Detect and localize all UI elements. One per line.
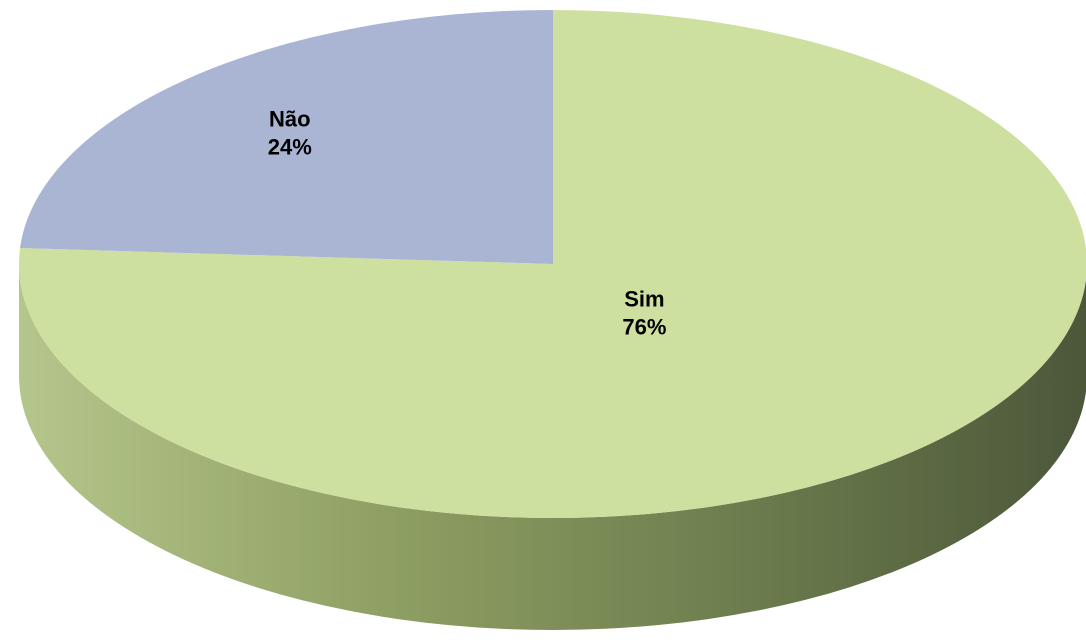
slice-labels: Sim 76% Não 24%: [268, 107, 667, 340]
pie-side: [19, 264, 1086, 630]
pie-slice-sim: [19, 10, 1086, 518]
slice-label-name: Sim: [624, 286, 664, 311]
pie-slice-nao: [20, 10, 554, 264]
slice-label-value: 76%: [622, 314, 666, 339]
slice-label-name: Não: [269, 107, 311, 132]
slice-label-value: 24%: [268, 135, 312, 160]
pie-side-wall: [19, 264, 1086, 630]
pie-top: [19, 10, 1086, 518]
